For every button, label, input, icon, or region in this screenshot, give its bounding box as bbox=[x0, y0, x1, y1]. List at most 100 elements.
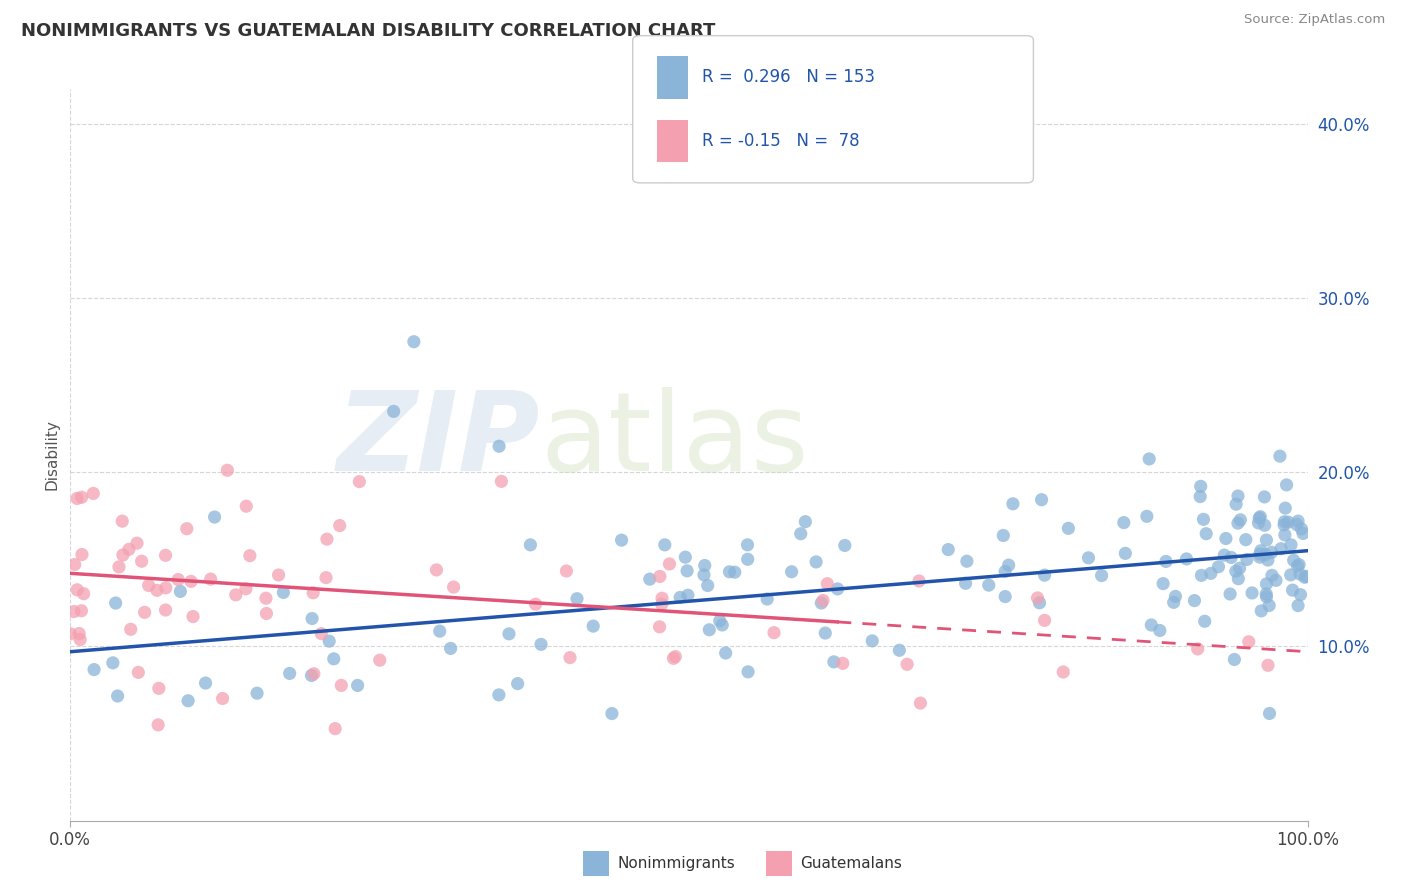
Point bbox=[311, 626, 333, 640]
Point bbox=[600, 706, 623, 721]
Point bbox=[1257, 553, 1279, 567]
Point bbox=[1149, 624, 1171, 638]
Point bbox=[718, 565, 741, 579]
Point bbox=[1229, 561, 1251, 575]
Point bbox=[831, 657, 853, 671]
Point bbox=[278, 666, 301, 681]
Point bbox=[204, 510, 226, 524]
Point bbox=[1270, 541, 1292, 556]
Point bbox=[211, 691, 233, 706]
Point bbox=[1077, 550, 1099, 565]
Point bbox=[1137, 452, 1160, 467]
Point bbox=[256, 607, 278, 621]
Point bbox=[235, 500, 257, 514]
Point bbox=[664, 649, 686, 664]
Point bbox=[794, 515, 817, 529]
Point bbox=[69, 632, 91, 647]
Point bbox=[235, 582, 257, 596]
Point bbox=[1237, 634, 1260, 648]
Point bbox=[669, 591, 692, 605]
Point bbox=[709, 614, 731, 628]
Point bbox=[524, 597, 547, 611]
Point bbox=[889, 643, 911, 657]
Point bbox=[323, 722, 346, 736]
Text: Guatemalans: Guatemalans bbox=[800, 856, 901, 871]
Point bbox=[908, 574, 931, 588]
Point bbox=[1253, 490, 1275, 504]
Point bbox=[181, 609, 204, 624]
Point bbox=[1274, 501, 1296, 516]
Point bbox=[1260, 545, 1282, 559]
Text: Nonimmigrants: Nonimmigrants bbox=[617, 856, 735, 871]
Point bbox=[1258, 706, 1281, 721]
Point bbox=[673, 550, 696, 565]
Point bbox=[176, 522, 198, 536]
Point bbox=[1091, 568, 1114, 582]
Text: atlas: atlas bbox=[540, 387, 808, 494]
Text: R = -0.15   N =  78: R = -0.15 N = 78 bbox=[702, 132, 859, 150]
Point bbox=[83, 663, 105, 677]
Text: R =  0.296   N = 153: R = 0.296 N = 153 bbox=[702, 69, 875, 87]
Point bbox=[860, 633, 883, 648]
Point bbox=[1225, 564, 1247, 578]
Point bbox=[1031, 492, 1053, 507]
Point bbox=[169, 584, 191, 599]
Point bbox=[246, 686, 269, 700]
Point bbox=[910, 696, 932, 710]
Point bbox=[1257, 658, 1279, 673]
Point bbox=[651, 597, 673, 611]
Point bbox=[1289, 588, 1312, 602]
Point bbox=[315, 571, 337, 585]
Point bbox=[1265, 574, 1288, 588]
Point bbox=[654, 538, 676, 552]
Point bbox=[1249, 511, 1271, 525]
Point bbox=[1247, 516, 1270, 530]
Point bbox=[346, 678, 368, 692]
Point bbox=[1295, 569, 1317, 583]
Point bbox=[790, 526, 813, 541]
Point bbox=[349, 475, 371, 489]
Point bbox=[693, 558, 716, 573]
Point bbox=[814, 626, 837, 640]
Point bbox=[1250, 604, 1272, 618]
Point bbox=[127, 665, 149, 680]
Point bbox=[1279, 567, 1302, 582]
Point bbox=[488, 439, 510, 453]
Point bbox=[1028, 596, 1050, 610]
Point bbox=[225, 588, 247, 602]
Point bbox=[1256, 587, 1278, 601]
Point bbox=[1236, 552, 1258, 566]
Point bbox=[1140, 618, 1163, 632]
Point bbox=[167, 573, 190, 587]
Point bbox=[1234, 533, 1257, 547]
Point bbox=[662, 651, 685, 665]
Point bbox=[146, 718, 169, 732]
Text: ZIP: ZIP bbox=[337, 387, 540, 494]
Point bbox=[1256, 577, 1278, 591]
Point bbox=[316, 532, 339, 546]
Point bbox=[70, 604, 93, 618]
Point bbox=[1250, 543, 1272, 558]
Point bbox=[834, 538, 856, 552]
Point bbox=[146, 583, 169, 598]
Point bbox=[676, 588, 699, 602]
Point bbox=[1215, 532, 1237, 546]
Point bbox=[429, 624, 451, 639]
Point bbox=[1052, 665, 1074, 679]
Point bbox=[714, 646, 737, 660]
Point bbox=[1229, 513, 1251, 527]
Point bbox=[1033, 613, 1056, 627]
Point bbox=[506, 676, 529, 690]
Point bbox=[696, 578, 718, 592]
Point bbox=[1256, 533, 1278, 547]
Point bbox=[1249, 509, 1271, 524]
Point bbox=[1294, 570, 1316, 584]
Point bbox=[1249, 550, 1271, 565]
Point bbox=[993, 528, 1015, 542]
Point bbox=[1184, 593, 1206, 607]
Point bbox=[155, 603, 177, 617]
Point bbox=[756, 592, 779, 607]
Point bbox=[217, 463, 239, 477]
Point bbox=[108, 560, 131, 574]
Point bbox=[1241, 586, 1264, 600]
